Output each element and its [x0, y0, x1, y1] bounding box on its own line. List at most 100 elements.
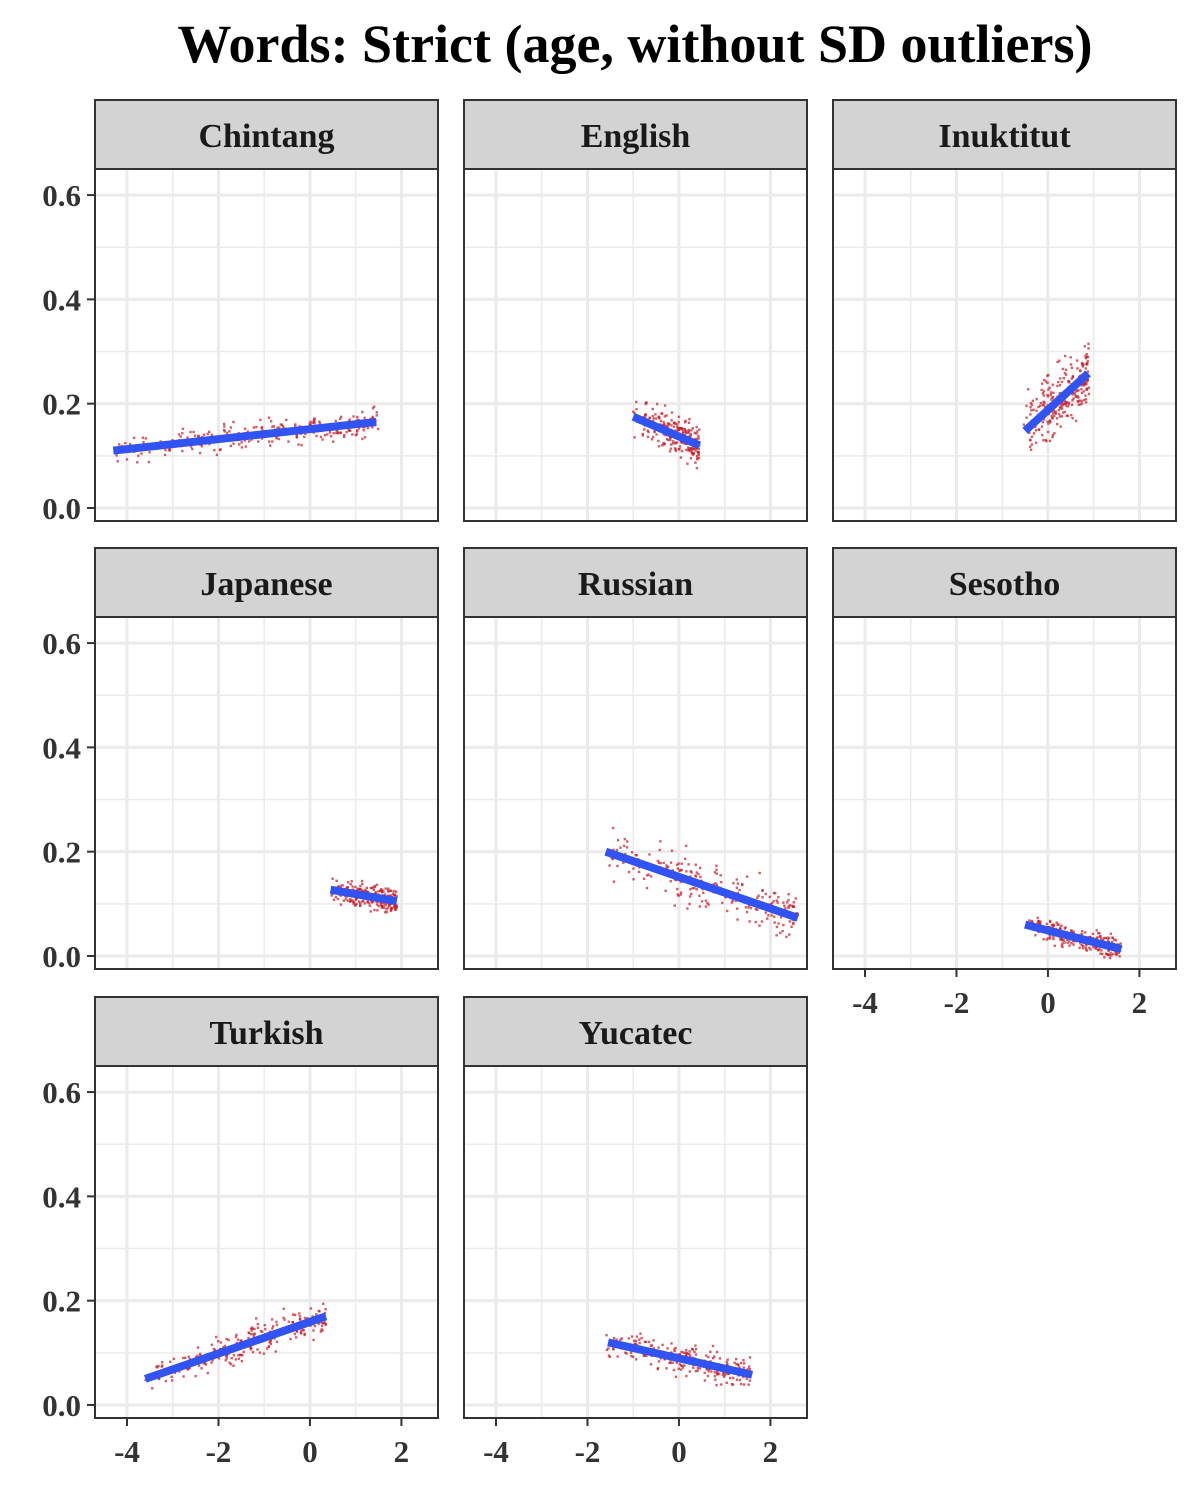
data-point — [258, 1351, 262, 1354]
data-point — [770, 902, 774, 905]
panel-border — [832, 168, 1177, 522]
data-point — [225, 1357, 228, 1360]
data-point — [369, 910, 372, 913]
data-point — [655, 402, 659, 406]
data-point — [1101, 952, 1104, 956]
data-point — [761, 889, 764, 892]
data-point — [696, 458, 699, 461]
data-point — [673, 447, 677, 450]
data-point — [1070, 929, 1073, 932]
data-point — [1084, 943, 1088, 947]
data-point — [685, 870, 688, 873]
data-point — [670, 419, 673, 422]
data-point — [1056, 923, 1059, 926]
data-point — [745, 875, 749, 878]
data-point — [363, 902, 366, 905]
y-tick-label: 0.6 — [42, 1075, 81, 1110]
plot-background — [95, 169, 438, 521]
panel-english: English — [463, 99, 808, 522]
data-point — [705, 1367, 708, 1371]
data-point — [704, 899, 708, 902]
data-point — [744, 906, 748, 909]
data-point — [671, 1361, 674, 1364]
data-point — [1076, 367, 1079, 370]
data-point — [170, 1375, 173, 1378]
data-point — [697, 437, 700, 440]
data-point — [1039, 404, 1042, 408]
data-point — [357, 427, 361, 430]
data-point — [204, 1361, 207, 1365]
data-point — [670, 849, 674, 852]
data-point — [1059, 927, 1062, 931]
data-point — [680, 449, 684, 453]
data-point — [279, 423, 283, 426]
data-point — [140, 452, 143, 455]
data-point — [688, 1370, 692, 1373]
data-point — [319, 1330, 323, 1333]
data-point — [332, 431, 335, 435]
data-point — [1084, 931, 1087, 934]
data-point — [665, 414, 668, 417]
data-point — [1044, 405, 1047, 408]
data-point — [634, 1339, 638, 1343]
data-point — [715, 1350, 719, 1354]
panel-border — [463, 616, 808, 970]
data-point — [379, 889, 383, 892]
data-point — [715, 1371, 719, 1374]
data-point — [268, 1341, 271, 1344]
data-point — [673, 1349, 676, 1353]
data-point — [132, 436, 136, 440]
data-point — [645, 886, 649, 890]
data-point — [236, 1338, 240, 1341]
data-point — [251, 1327, 254, 1330]
data-point — [229, 426, 233, 429]
data-point — [1028, 438, 1032, 442]
data-point — [711, 1344, 715, 1348]
data-point — [1070, 377, 1073, 380]
data-point — [693, 437, 697, 441]
data-point — [216, 1340, 220, 1343]
data-point — [356, 418, 359, 422]
data-point — [715, 864, 718, 867]
data-point — [1086, 363, 1089, 366]
data-point — [644, 402, 647, 406]
data-point — [785, 935, 788, 939]
data-point — [696, 1369, 699, 1372]
data-point — [718, 1372, 721, 1375]
data-point — [1042, 418, 1046, 421]
data-point — [1042, 439, 1045, 442]
panel-border — [463, 168, 808, 522]
data-point — [625, 1352, 628, 1355]
data-point — [687, 430, 691, 433]
panel-yucatec: Yucatec -4 -2 0 2 — [463, 996, 808, 1469]
data-point — [742, 1362, 746, 1365]
data-point — [673, 1348, 676, 1351]
data-point — [685, 1348, 688, 1352]
data-point — [1091, 932, 1095, 936]
data-point — [669, 443, 673, 446]
strip-background — [463, 547, 808, 618]
data-point — [243, 427, 247, 430]
data-point — [395, 890, 398, 893]
data-point — [1105, 953, 1109, 956]
data-point — [363, 436, 367, 439]
data-point — [298, 1315, 302, 1318]
data-point — [368, 904, 372, 907]
data-point — [652, 1339, 655, 1342]
panel-border — [94, 1065, 439, 1419]
data-point — [252, 426, 256, 429]
data-point — [673, 904, 676, 907]
data-point — [697, 434, 700, 438]
data-point — [349, 898, 352, 901]
data-point — [1098, 947, 1101, 951]
data-point — [736, 918, 739, 921]
x-tick-label: -4 — [483, 1434, 509, 1469]
data-point — [736, 882, 740, 885]
data-point — [198, 1352, 202, 1356]
data-point — [747, 1365, 751, 1368]
data-point — [685, 1353, 688, 1357]
data-point — [1040, 388, 1043, 392]
data-point — [295, 1330, 299, 1333]
data-point — [680, 862, 683, 865]
data-point — [367, 902, 371, 905]
